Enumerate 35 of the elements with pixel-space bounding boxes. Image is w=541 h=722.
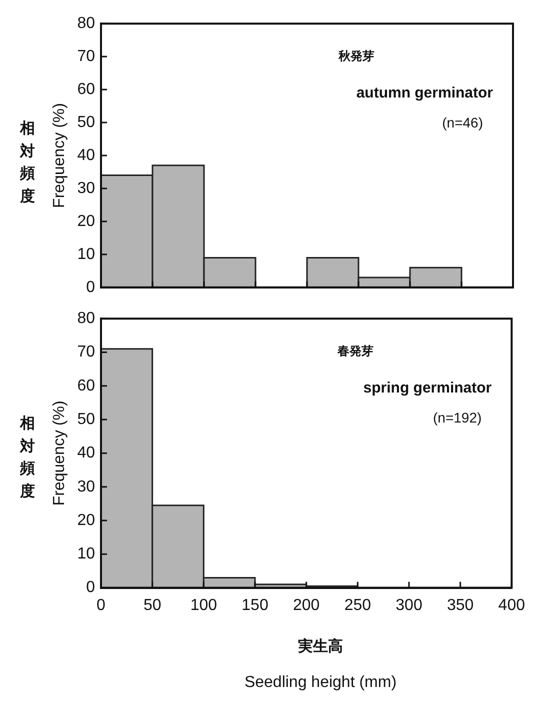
y-tick-label: 20 (77, 512, 96, 529)
annotation: 春発芽 (336, 344, 374, 358)
annotation: 秋発芽 (337, 48, 374, 63)
y-tick-label: 30 (77, 478, 96, 496)
y-tick-label: 60 (77, 80, 96, 98)
y-tick-label: 40 (77, 444, 96, 462)
y-tick-label: 10 (77, 546, 96, 563)
annotation: spring germinator (363, 380, 492, 397)
x-tick-label: 250 (344, 596, 372, 614)
y-axis-title: 相対頻度 Frequency (%) (20, 400, 68, 506)
y-axis-title: 相対頻度 Frequency (%) (20, 103, 68, 208)
annotation: (n=46) (442, 114, 483, 130)
x-tick-label: 300 (396, 596, 422, 614)
y-tick-label: 70 (77, 48, 96, 65)
y-tick-label: 40 (77, 146, 96, 164)
text: 実生高 Seedling height (mm) (244, 638, 397, 691)
annotation: autumn germinator (356, 84, 494, 102)
y-tick-label: 50 (77, 410, 96, 428)
y-tick-label: 50 (77, 114, 96, 131)
x-tick-label: 350 (446, 596, 474, 614)
y-tick-label: 80 (77, 310, 96, 328)
y-tick-label: 0 (86, 579, 96, 596)
annotation: (n=192) (432, 409, 482, 426)
y-tick-label: 0 (86, 278, 96, 296)
y-tick-label: 70 (77, 344, 96, 361)
y-tick-label: 10 (77, 246, 96, 263)
y-tick-label: 30 (77, 180, 96, 197)
x-tick-label: 400 (498, 596, 526, 614)
x-tick-label: 100 (190, 596, 218, 614)
x-tick-label: 50 (143, 596, 162, 614)
y-tick-label: 60 (77, 377, 96, 394)
y-tick-label: 20 (77, 212, 96, 230)
x-tick-label: 150 (242, 596, 268, 614)
y-tick-label: 80 (77, 15, 96, 32)
x-tick-label: 200 (292, 596, 320, 614)
